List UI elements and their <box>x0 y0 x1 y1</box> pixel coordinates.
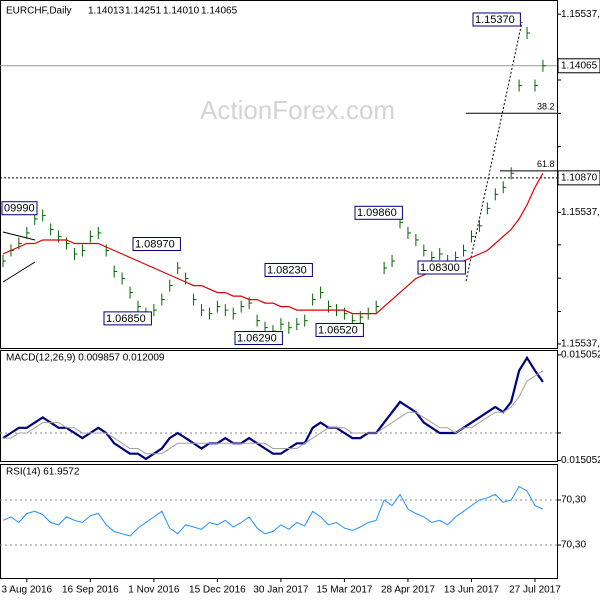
header-close: 1.14065 <box>201 6 238 17</box>
header-open: 1.14013 <box>88 6 125 17</box>
x-tick-label: 3 Aug 2016 <box>2 585 53 596</box>
annotation-label: 09990 <box>4 203 35 215</box>
x-tick-label: 1 Nov 2016 <box>128 585 180 596</box>
annotation-label: 1.06290 <box>237 332 277 344</box>
y-tick-label: 0.015052,[object Object],-0.005321 <box>561 455 600 466</box>
annotation-box <box>132 237 181 252</box>
y-tick-label: 70,30 <box>561 495 586 506</box>
x-tick-label: 16 Sep 2016 <box>62 585 119 596</box>
annotation-label: 1.06520 <box>318 324 358 336</box>
signal-line <box>3 370 544 455</box>
fib-label: 38.2 <box>537 102 555 112</box>
annotation-label: 1.08300 <box>420 262 460 274</box>
y-tick-label: 70,30 <box>561 540 586 551</box>
y-tick-label: 1.15537,[object Object],[object Object],… <box>561 339 600 350</box>
rsi-panel <box>0 464 558 579</box>
annotation-box <box>234 331 283 346</box>
annotation-label: 1.08230 <box>267 264 307 276</box>
last-price-box <box>557 58 600 74</box>
annotation-label: 1.06850 <box>106 313 146 325</box>
x-tick-label: 15 Mar 2017 <box>316 585 373 596</box>
macd-title: MACD(12,26,9) 0.009857 0.012009 <box>6 353 165 364</box>
annotation-box <box>472 12 521 27</box>
macd-line <box>2 355 544 461</box>
x-tick-label: 15 Dec 2016 <box>189 585 246 596</box>
annotation-box <box>103 311 152 326</box>
last-price-label: 1.14065 <box>561 60 598 71</box>
annotation-label: 1.09860 <box>357 207 397 219</box>
annotation-box <box>264 262 313 277</box>
header-symbol: EURCHF,Daily <box>6 6 72 17</box>
watermark: ActionForex.com <box>200 95 395 125</box>
fib-line <box>465 21 523 282</box>
annotation-label: 1.08970 <box>135 238 175 250</box>
trend-line <box>2 261 36 283</box>
fib-label: 61.8 <box>537 159 555 169</box>
level-box <box>557 170 600 186</box>
y-tick-label: 0.015052,[object Object],-0.005321 <box>561 350 600 361</box>
rsi-title: RSI(14) 61.9572 <box>6 467 80 478</box>
y-tick-label: 1.15537,[object Object],[object Object],… <box>561 9 600 20</box>
annotation-box <box>417 260 466 275</box>
macd-panel <box>0 350 558 462</box>
x-tick-label: 13 Jun 2017 <box>444 585 499 596</box>
annotation-label: 1.15370 <box>475 14 515 26</box>
header-high: 1.14251 <box>125 6 162 17</box>
rsi-line <box>2 485 544 537</box>
annotation-box <box>1 201 38 216</box>
annotation-box <box>354 205 403 220</box>
header-low: 1.14010 <box>163 6 200 17</box>
x-tick-label: 27 Jul 2017 <box>509 585 561 596</box>
x-tick-label: 30 Jan 2017 <box>253 585 308 596</box>
trend-line <box>2 231 36 241</box>
level-label: 1.10870 <box>561 172 598 183</box>
annotation-box <box>315 322 364 337</box>
x-tick-label: 28 Apr 2017 <box>381 585 435 596</box>
y-tick-label: 1.15537,[object Object],[object Object],… <box>561 207 600 218</box>
